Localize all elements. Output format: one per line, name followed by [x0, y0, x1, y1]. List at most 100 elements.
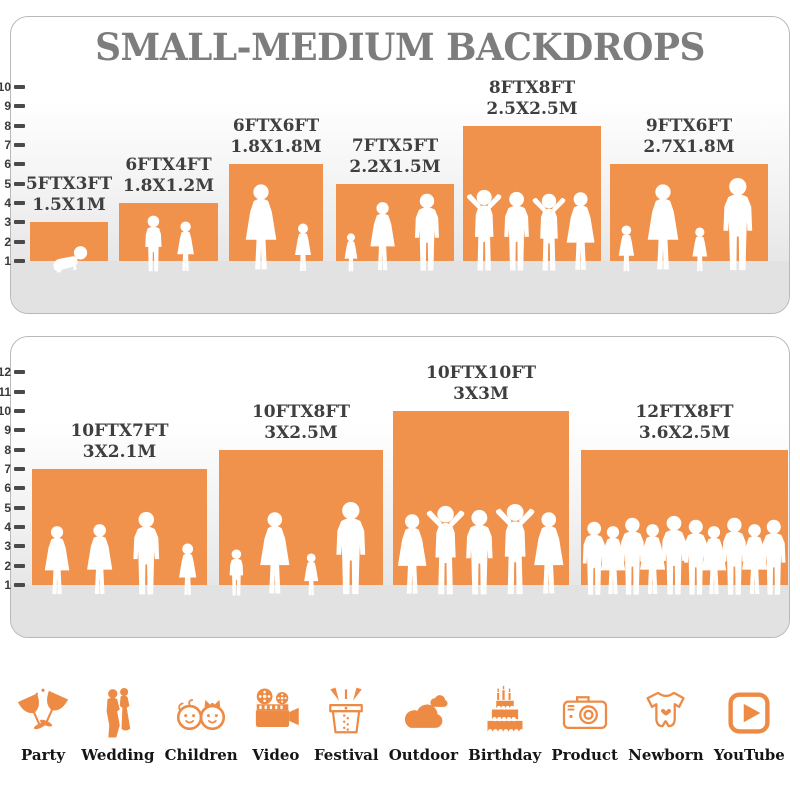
axis-tick-1: 1 [0, 579, 25, 591]
axis-tick-4: 4 [0, 197, 25, 209]
category-label: Wedding [81, 746, 155, 764]
size-meters: 3X2.1M [82, 442, 157, 463]
axis-tick-8: 8 [0, 118, 25, 133]
video-icon [248, 683, 304, 741]
tick-label: 11 [0, 384, 11, 399]
product-icon [557, 683, 613, 741]
people-silhouettes [340, 193, 450, 273]
woman-silhouette [245, 184, 277, 270]
backdrop-size-label: 10FTX10FT 3X3M [426, 363, 536, 405]
woman-silhouette [534, 512, 564, 594]
tick-label: 12 [0, 365, 11, 380]
man-silhouette [723, 177, 752, 271]
girl-silhouette [178, 543, 197, 595]
backdrops-panel-top: SMALL-MEDIUM BACKDROPS 1 2 3 4 5 6 7 8 9 10 5FTX3… [0, 16, 790, 314]
people-silhouettes [397, 503, 565, 597]
tick-dash [14, 447, 25, 452]
man-silhouette [722, 517, 746, 595]
tick-label: 10 [0, 404, 11, 419]
size-meters: 3X2.5M [264, 422, 338, 443]
party-icon [15, 683, 71, 741]
tick-dash [14, 239, 25, 244]
backdrop-bar-6ftx6ft: 6FTX6FT 1.8X1.8M [229, 17, 323, 313]
tick-label: 9 [4, 423, 11, 438]
category-label: Party [20, 746, 66, 764]
size-feet: 6FTX4FT [125, 155, 212, 176]
tick-label: 7 [4, 462, 11, 477]
man-arms-up-silhouette [466, 189, 502, 271]
tick-dash [14, 563, 25, 568]
backdrop-bar-6ftx4ft: 6FTX4FT 1.8X1.2M [119, 17, 218, 313]
man-silhouette [133, 511, 160, 595]
category-children: Children [165, 668, 238, 764]
tick-dash [14, 181, 25, 186]
festival-icon [318, 683, 374, 741]
woman-silhouette [640, 524, 666, 595]
tick-label: 10 [0, 80, 11, 95]
girl-silhouette [295, 223, 311, 271]
tick-dash [14, 220, 25, 225]
category-label: Children [164, 746, 238, 764]
axis-tick-8: 8 [0, 444, 25, 456]
tick-dash [14, 258, 25, 264]
size-meters: 2.2X1.5M [349, 156, 441, 177]
category-birthday: Birthday [468, 668, 541, 764]
man-silhouette [661, 515, 686, 595]
woman-silhouette [87, 524, 113, 595]
tick-dash [14, 370, 25, 375]
tick-label: 6 [4, 157, 11, 172]
man-arms-up-silhouette [532, 193, 566, 271]
tick-dash [14, 544, 25, 549]
birthday-icon [477, 683, 533, 741]
woman-silhouette [600, 526, 626, 595]
tick-dash [14, 505, 25, 510]
category-youtube: YouTube [714, 668, 785, 764]
tick-dash [14, 162, 25, 167]
tick-label: 8 [4, 118, 11, 133]
wedding-icon [90, 683, 146, 741]
category-label: Birthday [468, 746, 542, 764]
category-party: Party [15, 668, 71, 764]
woman-silhouette [702, 526, 727, 595]
backdrop-bar-12ftx8ft: 12FTX8FT 3.6X2.5M [581, 337, 788, 637]
backdrop-size-label: 10FTX8FT 3X2.5M [252, 402, 350, 444]
axis-tick-7: 7 [0, 139, 25, 151]
backdrop-size-label: 5FTX3FT 1.5X1M [26, 174, 112, 216]
category-label: Product [551, 746, 618, 764]
axis-tick-4: 4 [0, 521, 25, 533]
category-video: Video [248, 668, 304, 764]
tick-dash [14, 486, 25, 491]
tick-label: 3 [4, 215, 11, 230]
people-silhouettes [466, 189, 597, 273]
axis-tick-7: 7 [0, 462, 25, 477]
man-silhouette [504, 191, 530, 271]
man-silhouette [466, 509, 493, 595]
people-silhouettes [614, 177, 764, 273]
category-product: Product [551, 668, 618, 764]
tick-label: 5 [4, 500, 11, 515]
tick-dash [14, 428, 25, 433]
size-meters: 2.5X2.5M [486, 98, 578, 119]
axis-tick-5: 5 [0, 500, 25, 515]
size-feet: 8FTX8FT [488, 77, 576, 98]
category-label: YouTube [713, 746, 785, 764]
category-label: Newborn [628, 746, 704, 764]
tick-label: 5 [4, 176, 11, 191]
axis-tick-9: 9 [0, 423, 25, 438]
axis-tick-6: 6 [0, 157, 25, 172]
backdrop-bar-5ftx3ft: 5FTX3FT 1.5X1M [26, 17, 112, 313]
tick-dash [14, 123, 25, 128]
people-silhouettes [136, 215, 202, 273]
axis-tick-1: 1 [0, 255, 25, 267]
man-silhouette [762, 519, 786, 595]
axis-tick-5: 5 [0, 176, 25, 191]
category-newborn: Newborn [628, 668, 704, 764]
woman-silhouette [370, 202, 396, 271]
backdrop-size-label: 6FTX6FT 1.8X1.8M [230, 116, 321, 158]
tick-dash [14, 104, 25, 109]
tick-label: 3 [4, 539, 11, 554]
category-outdoor: Outdoor [389, 668, 458, 764]
tick-label: 2 [4, 558, 11, 573]
tick-dash [14, 582, 25, 588]
backdrop-bar-8ftx8ft: 8FTX8FT 2.5X2.5M [463, 17, 601, 313]
